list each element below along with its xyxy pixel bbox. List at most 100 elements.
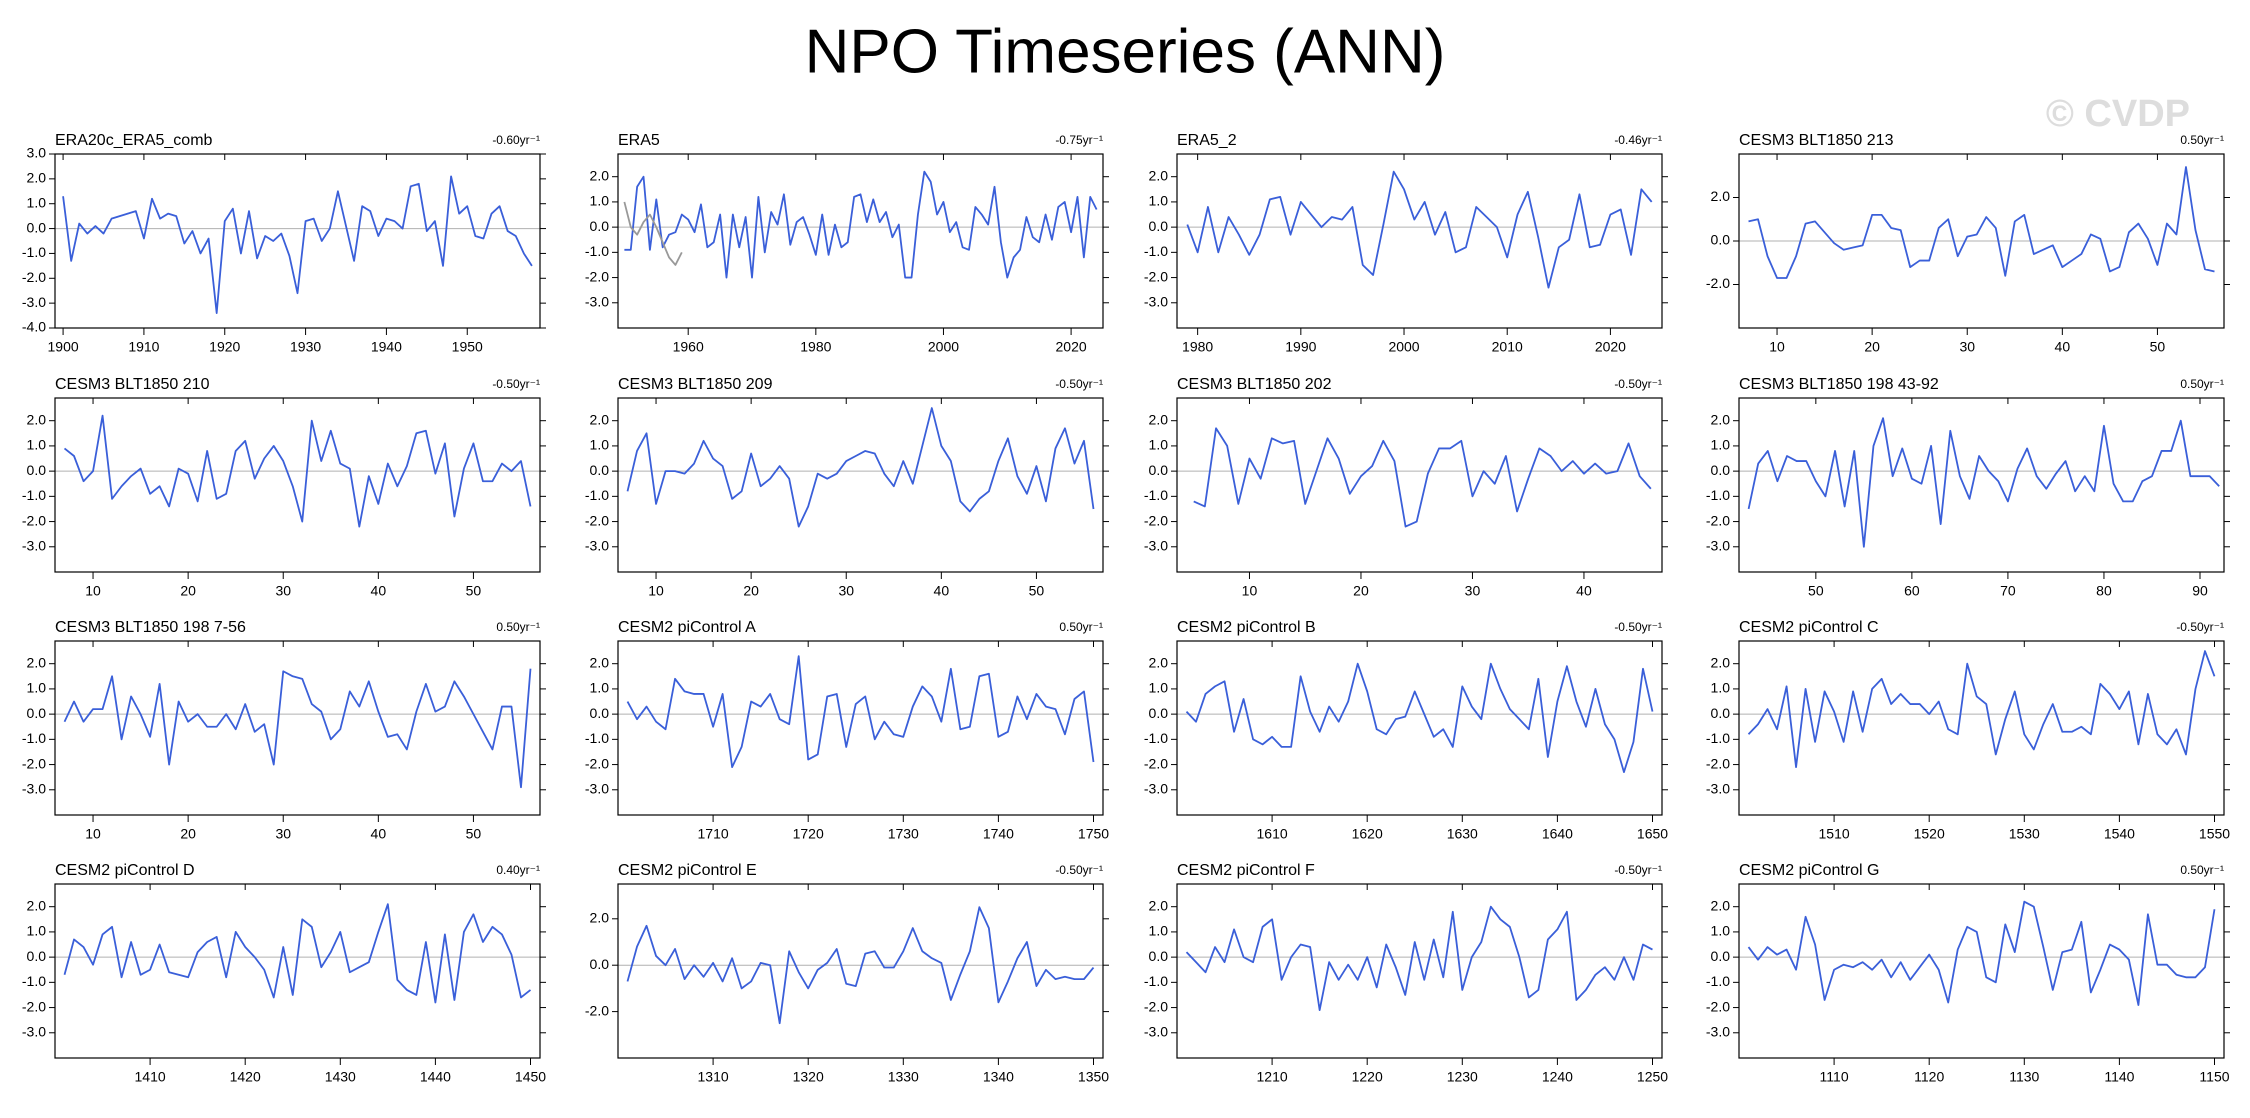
- x-tick-label: 1980: [800, 339, 831, 355]
- y-tick-label: -3.0: [22, 780, 46, 796]
- y-tick-label: -1.0: [585, 243, 609, 259]
- y-tick-label: -2.0: [1706, 998, 1730, 1014]
- series-line: [626, 407, 1095, 528]
- series-line: [1747, 417, 2220, 548]
- y-tick-label: -1.0: [1706, 973, 1730, 989]
- y-tick-label: -1.0: [22, 973, 46, 989]
- trend-label: -0.50yr⁻¹: [1614, 863, 1662, 877]
- y-tick-label: -1.0: [1706, 730, 1730, 746]
- panel-title: CESM3 BLT1850 198 43-92: [1739, 376, 1939, 393]
- plot-frame: [1176, 883, 1663, 1059]
- y-tick-label: -2.0: [585, 1002, 609, 1018]
- plot-frame: [54, 883, 541, 1059]
- x-tick-label: 1530: [2009, 826, 2040, 842]
- y-tick-label: 1.0: [1711, 680, 1731, 696]
- panel-title: CESM2 piControl A: [618, 619, 756, 636]
- y-tick-label: 0.0: [1711, 948, 1731, 964]
- y-tick-label: 2.0: [1711, 188, 1731, 204]
- x-tick-label: 40: [934, 583, 950, 599]
- y-tick-label: 1.0: [1149, 193, 1169, 209]
- x-tick-label: 1150: [2199, 1069, 2229, 1085]
- y-tick-label: -1.0: [1144, 730, 1168, 746]
- series-line: [626, 655, 1095, 768]
- panel-title: CESM2 piControl F: [1177, 862, 1315, 879]
- trend-label: -0.50yr⁻¹: [1614, 620, 1662, 634]
- y-tick-label: -3.0: [22, 537, 46, 553]
- x-tick-label: 1920: [209, 339, 240, 355]
- x-tick-label: 1980: [1182, 339, 1213, 355]
- y-tick-label: 2.0: [1149, 411, 1169, 427]
- x-tick-label: 1210: [1257, 1069, 1288, 1085]
- x-tick-label: 2000: [1388, 339, 1419, 355]
- y-tick-label: 2.0: [27, 654, 47, 670]
- y-tick-label: -1.0: [1706, 487, 1730, 503]
- y-tick-label: 0.0: [1711, 462, 1731, 478]
- x-tick-label: 50: [1029, 583, 1045, 599]
- x-tick-label: 50: [466, 826, 482, 842]
- y-tick-label: 2.0: [590, 411, 610, 427]
- x-tick-label: 1130: [2009, 1069, 2039, 1085]
- y-tick-label: 1.0: [590, 437, 610, 453]
- y-tick-label: 1.0: [27, 437, 47, 453]
- x-tick-label: 20: [180, 826, 196, 842]
- x-tick-label: 1420: [230, 1069, 261, 1085]
- y-tick-label: -1.0: [22, 487, 46, 503]
- x-tick-label: 1720: [793, 826, 824, 842]
- plot-frame: [1738, 397, 2225, 573]
- plot-frame: [617, 397, 1104, 573]
- y-tick-label: 2.0: [590, 910, 610, 926]
- plot-frame: [617, 153, 1104, 329]
- x-tick-label: 50: [466, 583, 482, 599]
- plot-frame: [617, 640, 1104, 816]
- x-tick-label: 10: [648, 583, 664, 599]
- x-tick-label: 50: [2150, 339, 2166, 355]
- y-tick-label: 0.0: [27, 948, 47, 964]
- y-tick-label: -2.0: [1144, 268, 1168, 284]
- plot-frame: [1738, 153, 2225, 329]
- x-tick-label: 1410: [135, 1069, 166, 1085]
- y-tick-label: 2.0: [27, 170, 47, 186]
- x-tick-label: 2020: [1056, 339, 1087, 355]
- y-tick-label: -3.0: [585, 537, 609, 553]
- panel-title: CESM2 piControl C: [1739, 619, 1879, 636]
- y-tick-label: -2.0: [1144, 512, 1168, 528]
- y-tick-label: 1.0: [1149, 680, 1169, 696]
- y-tick-label: -1.0: [1144, 243, 1168, 259]
- y-tick-label: 2.0: [1149, 167, 1169, 183]
- y-tick-label: 2.0: [1711, 897, 1731, 913]
- y-tick-label: -1.0: [22, 730, 46, 746]
- x-tick-label: 1250: [1637, 1069, 1668, 1085]
- y-tick-label: 2.0: [590, 654, 610, 670]
- y-tick-label: -2.0: [1706, 512, 1730, 528]
- trend-label: 0.50yr⁻¹: [2180, 133, 2224, 147]
- x-tick-label: 20: [180, 583, 196, 599]
- panel-title: CESM2 piControl G: [1739, 862, 1880, 879]
- series-line: [63, 903, 532, 1004]
- trend-label: 0.50yr⁻¹: [2180, 377, 2224, 391]
- x-tick-label: 10: [85, 826, 101, 842]
- y-tick-label: 0.0: [1149, 705, 1169, 721]
- y-tick-label: 0.0: [27, 219, 47, 235]
- y-tick-label: -4.0: [22, 319, 46, 335]
- panel-title: CESM3 BLT1850 198 7-56: [55, 619, 246, 636]
- y-tick-label: 0.0: [590, 956, 610, 972]
- trend-label: 0.50yr⁻¹: [1059, 620, 1103, 634]
- y-tick-label: -1.0: [1144, 973, 1168, 989]
- panel-title: CESM2 piControl D: [55, 862, 195, 879]
- x-tick-label: 1340: [983, 1069, 1014, 1085]
- y-tick-label: -2.0: [22, 512, 46, 528]
- y-tick-label: 2.0: [1711, 654, 1731, 670]
- x-tick-label: 1630: [1447, 826, 1478, 842]
- series-line: [626, 906, 1095, 1025]
- y-tick-label: 0.0: [1711, 232, 1731, 248]
- y-tick-label: 1.0: [27, 923, 47, 939]
- series-line: [1747, 900, 2216, 1006]
- y-tick-label: 1.0: [590, 680, 610, 696]
- y-tick-label: -2.0: [585, 512, 609, 528]
- x-tick-label: 20: [1864, 339, 1880, 355]
- x-tick-label: 30: [275, 583, 291, 599]
- y-tick-label: -1.0: [1144, 487, 1168, 503]
- plot-frame: [1176, 640, 1663, 816]
- x-tick-label: 1440: [420, 1069, 451, 1085]
